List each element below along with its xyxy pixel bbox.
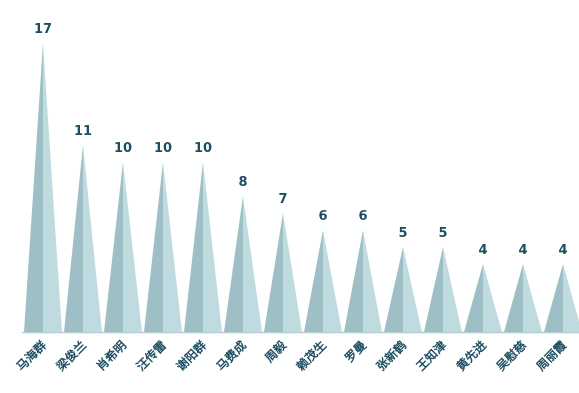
data-label: 10 — [194, 141, 212, 156]
data-label: 10 — [154, 141, 172, 156]
category-label: 罗曼 — [342, 338, 370, 366]
bar-face-right — [483, 264, 502, 332]
bar-face-right — [83, 145, 102, 332]
category-label: 汪传雷 — [133, 338, 169, 374]
data-label: 8 — [238, 175, 247, 190]
data-label: 4 — [478, 243, 487, 258]
bar-7 — [304, 230, 342, 332]
bar-face-right — [283, 213, 302, 332]
category-label: 肖希明 — [93, 338, 129, 374]
bar-12 — [504, 264, 542, 332]
data-label: 7 — [278, 192, 287, 207]
data-label: 6 — [318, 209, 327, 224]
bar-face-right — [443, 247, 462, 332]
bar-3 — [144, 162, 182, 332]
bar-11 — [464, 264, 502, 332]
bar-face-right — [43, 43, 62, 332]
bar-face-left — [384, 247, 403, 332]
bar-face-left — [464, 264, 483, 332]
bar-6 — [264, 213, 302, 332]
bar-face-right — [163, 162, 182, 332]
bar-face-right — [363, 230, 382, 332]
chart-marks: 17 马海群 11 梁俊兰 10 肖希明 10 汪传雷 10 谢阳群 8 马费成 7 周毅 6 赖茂生 6 罗曼 5… — [13, 22, 579, 374]
bar-face-right — [523, 264, 542, 332]
bar-face-right — [563, 264, 579, 332]
bar-face-left — [304, 230, 323, 332]
data-label: 11 — [74, 124, 92, 139]
bar-face-left — [544, 264, 563, 332]
data-label: 10 — [114, 141, 132, 156]
data-label: 5 — [398, 226, 407, 241]
bar-face-right — [323, 230, 342, 332]
bar-face-left — [64, 145, 83, 332]
category-label: 周毅 — [262, 337, 290, 365]
bar-face-left — [504, 264, 523, 332]
bar-face-left — [224, 196, 243, 332]
bar-face-right — [243, 196, 262, 332]
bar-face-left — [184, 162, 203, 332]
data-label: 4 — [518, 243, 527, 258]
bar-9 — [384, 247, 422, 332]
data-label: 4 — [558, 243, 567, 258]
bar-face-right — [203, 162, 222, 332]
bar-face-left — [264, 213, 283, 332]
category-label: 周丽霞 — [534, 338, 570, 374]
category-label: 马费成 — [213, 338, 249, 374]
category-label: 黄先进 — [453, 338, 489, 374]
bar-0 — [24, 43, 62, 332]
category-label: 谢阳群 — [173, 338, 209, 374]
bar-4 — [184, 162, 222, 332]
category-label: 张新鹤 — [373, 338, 409, 374]
bar-face-right — [403, 247, 422, 332]
category-label: 梁俊兰 — [52, 338, 89, 375]
bar-face-left — [144, 162, 163, 332]
bar-2 — [104, 162, 142, 332]
category-label: 马海群 — [13, 338, 49, 374]
category-label: 赖茂生 — [293, 338, 329, 374]
data-label: 5 — [438, 226, 447, 241]
data-label: 17 — [34, 22, 52, 37]
bar-face-left — [24, 43, 43, 332]
bar-face-left — [424, 247, 443, 332]
category-label: 吴慰慈 — [493, 338, 529, 374]
bar-8 — [344, 230, 382, 332]
bar-10 — [424, 247, 462, 332]
data-label: 6 — [358, 209, 367, 224]
bar-face-right — [123, 162, 142, 332]
bar-face-left — [104, 162, 123, 332]
bar-1 — [64, 145, 102, 332]
bar-5 — [224, 196, 262, 332]
category-label: 王知津 — [413, 338, 449, 374]
bar-13 — [544, 264, 579, 332]
bar-face-left — [344, 230, 363, 332]
